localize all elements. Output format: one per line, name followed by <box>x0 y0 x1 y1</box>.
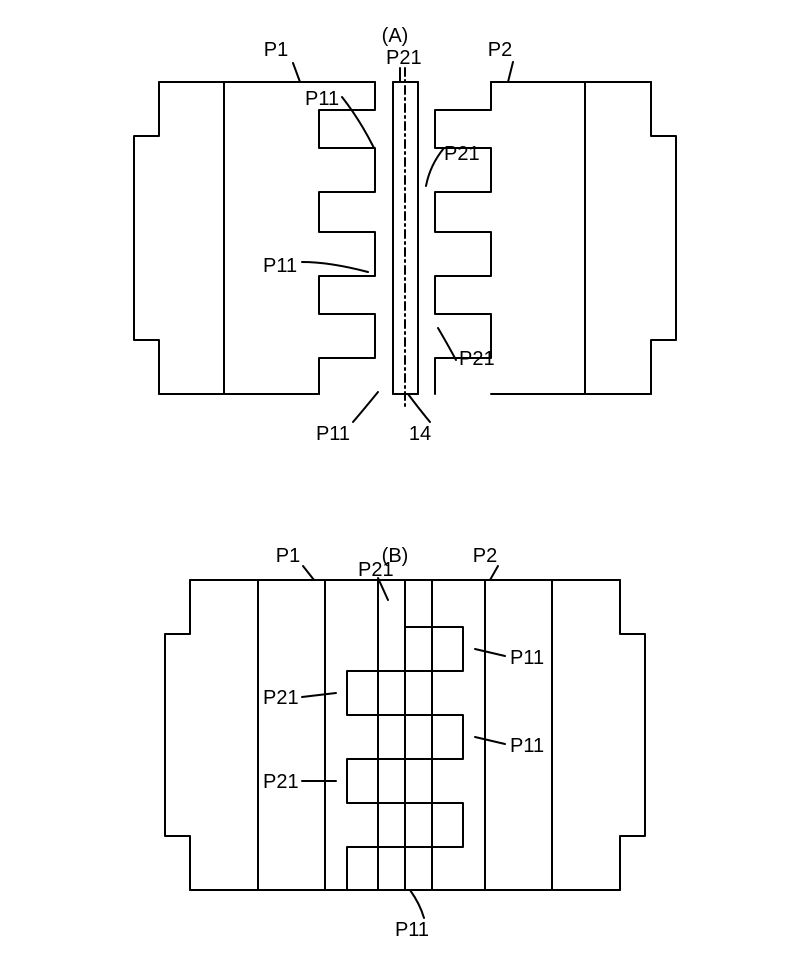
label-p11-a2: P11 <box>263 255 297 277</box>
label-14: 14 <box>409 423 431 445</box>
leader-p2-a <box>508 62 513 82</box>
label-p11-b3: P11 <box>395 919 429 941</box>
leader-14 <box>408 394 430 422</box>
label-p21-a3: P21 <box>459 348 495 370</box>
leader-p11-a3 <box>353 392 378 422</box>
leader-p2-b <box>490 566 498 580</box>
label-p21-b1: P21 <box>358 559 394 581</box>
label-p2-a: P2 <box>488 39 512 61</box>
label-p21-a1: P21 <box>386 47 422 69</box>
label-p21-a2: P21 <box>444 143 480 165</box>
label-p11-b1: P11 <box>510 647 544 669</box>
leader-p21-a3 <box>438 328 456 360</box>
leader-p11-b1 <box>475 649 505 656</box>
leader-p11-b3 <box>410 890 424 918</box>
leader-p11-b2 <box>475 737 505 744</box>
leader-p1-b <box>303 566 314 580</box>
label-p11-b2: P11 <box>510 735 544 757</box>
leader-p21-a2 <box>426 148 444 186</box>
label-p21-b3: P21 <box>263 771 299 793</box>
leader-p11-a2 <box>302 262 368 272</box>
label-p11-a3: P11 <box>316 423 350 445</box>
label-p1-a: P1 <box>264 39 288 61</box>
label-p1-b: P1 <box>276 545 300 567</box>
leader-p1-a <box>293 63 300 82</box>
label-p2-b: P2 <box>473 545 497 567</box>
label-p21-b2: P21 <box>263 687 299 709</box>
figure-label-a: (A) <box>382 25 409 47</box>
leader-p11-a1 <box>342 97 374 148</box>
leader-p21-b1 <box>378 578 388 600</box>
label-p11-a1: P11 <box>305 88 339 110</box>
leader-p21-b2 <box>302 693 336 697</box>
